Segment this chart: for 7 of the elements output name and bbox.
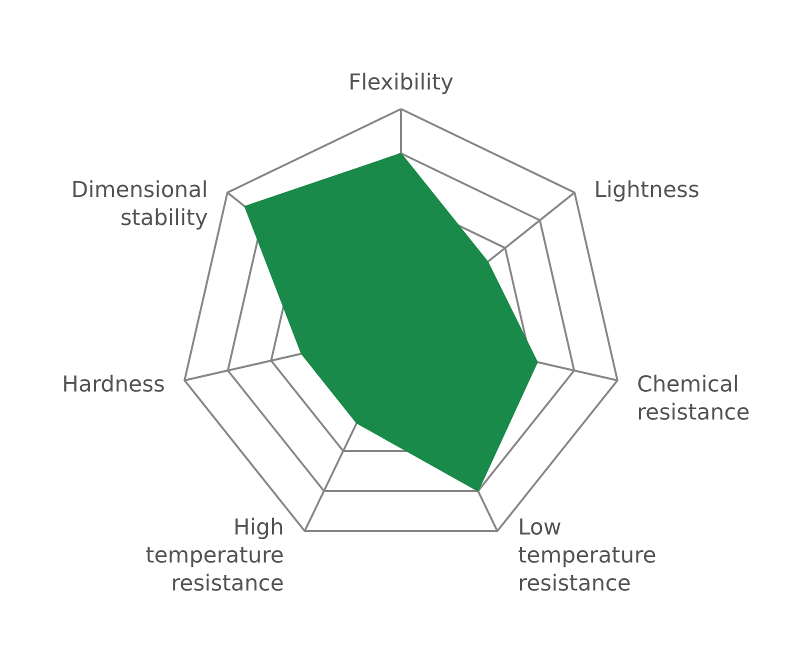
spoke-label: Chemical resistance [636,372,750,426]
spoke-label: Hardness [62,372,166,398]
spoke-label: Lightness [594,178,700,203]
spoke-label: Flexibility [348,70,454,96]
spoke-label: Low temperature resistance [518,516,656,597]
spoke-label: Dimensional stability [71,178,208,231]
spoke-label: High temperature resistance [146,516,284,597]
